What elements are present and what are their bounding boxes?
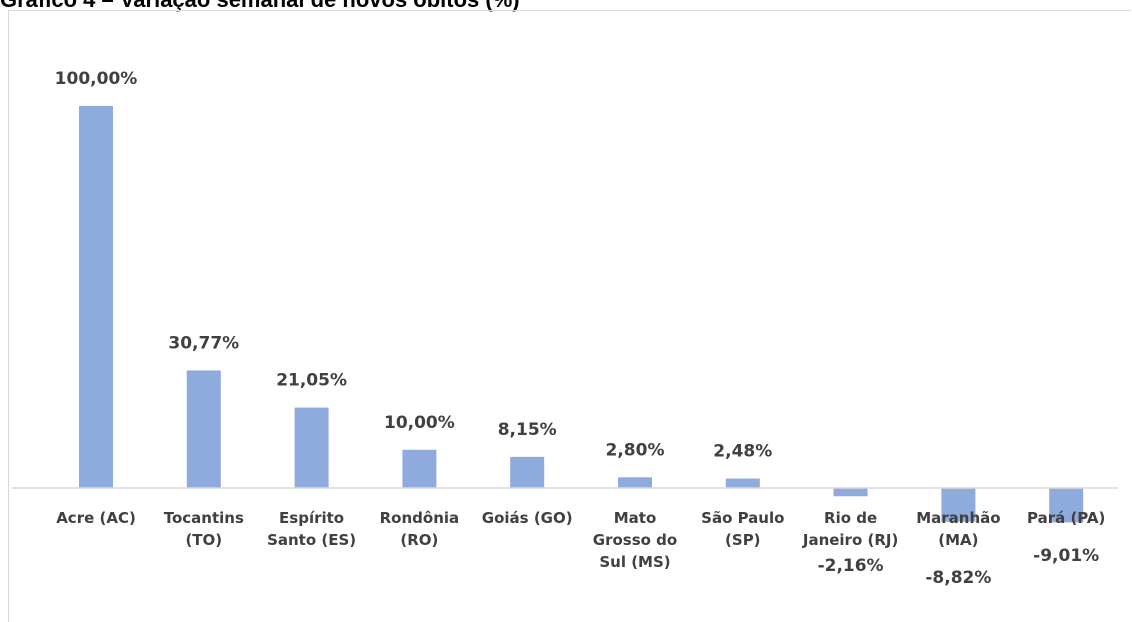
value-label-4: 8,15% <box>498 420 557 440</box>
value-label-7: -2,16% <box>818 556 884 576</box>
bar-8 <box>941 488 976 522</box>
bar-0 <box>79 106 113 488</box>
bar-4 <box>510 456 545 488</box>
category-label-9: Pará (PA) <box>1027 509 1105 527</box>
category-label-0: Acre (AC) <box>56 509 136 527</box>
category-label-4: Goiás (GO) <box>482 509 573 527</box>
value-label-3: 10,00% <box>384 413 455 433</box>
category-label-5: Mato Grosso do Sul (MS) <box>593 509 677 571</box>
value-label-1: 30,77% <box>168 333 239 353</box>
value-label-0: 100,00% <box>55 69 138 89</box>
bar-2 <box>294 407 329 488</box>
value-label-6: 2,48% <box>713 442 772 462</box>
category-label-1: Tocantins (TO) <box>164 509 244 549</box>
value-label-2: 21,05% <box>276 371 347 391</box>
chart-frame <box>8 10 1131 622</box>
category-label-2: Espírito Santo (ES) <box>267 509 356 549</box>
value-label-8: -8,82% <box>925 568 991 588</box>
bar-5 <box>618 477 652 488</box>
value-label-9: -9,01% <box>1033 546 1099 566</box>
chart-title: Gráfico 4 – Variação semanal de novos ób… <box>0 0 520 13</box>
bar-7 <box>833 488 868 497</box>
category-label-6: São Paulo (SP) <box>701 509 784 549</box>
bar-3 <box>402 449 437 488</box>
category-label-8: Maranhão (MA) <box>916 509 1000 549</box>
category-label-7: Rio de Janeiro (RJ) <box>802 509 898 549</box>
value-label-5: 2,80% <box>606 440 665 460</box>
bar-6 <box>725 478 760 488</box>
bar-1 <box>186 370 221 488</box>
bar-9 <box>1049 488 1084 523</box>
category-label-3: Rondônia (RO) <box>380 509 460 549</box>
